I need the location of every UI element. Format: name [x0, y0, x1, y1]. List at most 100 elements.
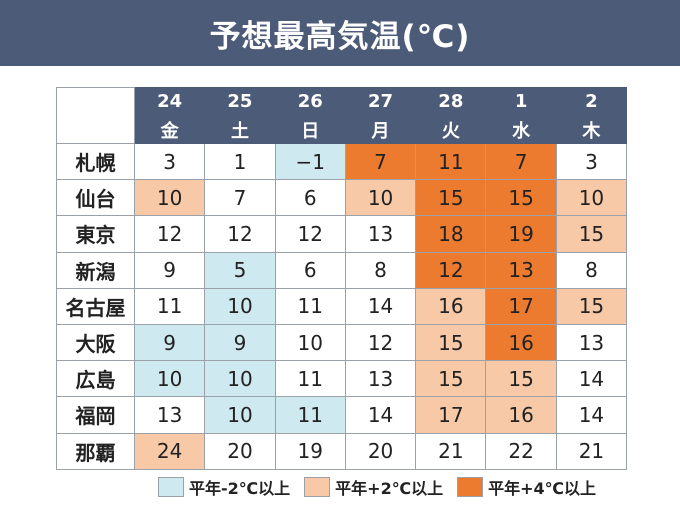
header-date-row: 24 25 26 27 28 1 2	[56, 87, 628, 144]
temperature-cell: 15	[485, 179, 557, 217]
temperature-cell: 24	[133, 432, 206, 470]
legend-swatch	[158, 477, 184, 497]
temperature-cell: 15	[555, 287, 628, 325]
temperature-cell: 15	[555, 215, 628, 253]
temperature-cell: 15	[415, 360, 487, 398]
header-weekday: 土	[204, 115, 276, 144]
temperature-cell: 1	[204, 142, 276, 181]
header-weekday-row: 金土日月火水木	[57, 115, 628, 144]
table-row: 大阪 9 9 10 12 15 16 13	[56, 323, 628, 362]
temperature-cell: 10	[204, 287, 276, 325]
temperature-cell: 16	[415, 287, 487, 325]
header-date: 27	[344, 87, 417, 116]
city-name: 仙台	[56, 179, 135, 217]
temperature-cell: 5	[204, 251, 276, 289]
temperature-cell: 8	[344, 251, 417, 289]
table-row: 新潟 9 5 6 8 12 13 8	[56, 251, 628, 289]
temperature-cell: 10	[555, 179, 628, 217]
temperature-cell: 7	[344, 142, 417, 181]
city-name: 東京	[56, 215, 135, 253]
temperature-cell: 13	[133, 396, 206, 434]
table-row: 那覇 24 20 19 20 21 22 21	[56, 432, 628, 470]
temperature-cell: 14	[344, 287, 417, 325]
legend-item: 平年+4℃以上	[457, 475, 596, 499]
header-date: 25	[204, 87, 276, 116]
temperature-cell: 21	[555, 432, 628, 470]
temperature-cell: 9	[133, 323, 206, 362]
city-name: 名古屋	[56, 287, 135, 325]
forecast-table: 24 25 26 27 28 1 2 金土日月火水木札幌 3 1 −1 7 11 7 3 仙台 10 7 6 10 15…	[56, 87, 628, 470]
temperature-cell: 13	[344, 360, 417, 398]
table-row: 仙台 10 7 6 10 15 15 10	[56, 179, 628, 217]
legend-label: 平年+2℃以上	[335, 479, 444, 498]
temperature-cell: −1	[274, 142, 346, 181]
temperature-cell: 17	[415, 396, 487, 434]
table-row: 名古屋 11 10 11 14 16 17 15	[56, 287, 628, 325]
page-title: 予想最高気温(℃)	[0, 0, 680, 66]
header-date: 2	[555, 87, 628, 116]
temperature-cell: 16	[485, 396, 557, 434]
temperature-cell: 11	[274, 287, 346, 325]
temperature-cell: 7	[485, 142, 557, 181]
legend-item: 平年+2℃以上	[304, 475, 443, 499]
table-row: 福岡 13 10 11 14 17 16 14	[56, 396, 628, 434]
legend-label: 平年-2℃以上	[189, 479, 291, 498]
temperature-cell: 7	[204, 179, 276, 217]
temperature-cell: 13	[344, 215, 417, 253]
city-name: 広島	[56, 360, 135, 398]
temperature-cell: 10	[133, 179, 206, 217]
header-weekday: 金	[133, 115, 206, 144]
temperature-cell: 10	[204, 396, 276, 434]
temperature-cell: 15	[485, 360, 557, 398]
header-weekday: 日	[274, 115, 346, 144]
header-weekday: 月	[344, 115, 417, 144]
temperature-cell: 11	[274, 360, 346, 398]
legend-swatch	[457, 477, 484, 497]
temperature-cell: 17	[485, 287, 557, 325]
header-date: 1	[485, 87, 557, 116]
temperature-cell: 6	[274, 251, 346, 289]
temperature-cell: 12	[344, 323, 417, 362]
table-row: 広島 10 10 11 13 15 15 14	[56, 360, 628, 398]
header-date: 28	[415, 87, 487, 116]
temperature-cell: 20	[344, 432, 417, 470]
city-name: 大阪	[56, 323, 135, 362]
temperature-cell: 16	[485, 323, 557, 362]
temperature-cell: 3	[555, 142, 628, 181]
table-corner	[56, 87, 135, 144]
temperature-cell: 11	[415, 142, 487, 181]
city-name: 那覇	[56, 432, 135, 470]
temperature-cell: 12	[415, 251, 487, 289]
temperature-cell: 19	[485, 215, 557, 253]
header-date: 26	[274, 87, 346, 116]
temperature-cell: 22	[485, 432, 557, 470]
temperature-cell: 10	[344, 179, 417, 217]
temperature-cell: 8	[555, 251, 628, 289]
temperature-cell: 15	[415, 179, 487, 217]
temperature-cell: 3	[133, 142, 206, 181]
legend: 平年-2℃以上 平年+2℃以上 平年+4℃以上	[158, 476, 610, 498]
city-name: 札幌	[56, 142, 135, 181]
temperature-cell: 12	[133, 215, 206, 253]
temperature-cell: 20	[204, 432, 276, 470]
temperature-cell: 6	[274, 179, 346, 217]
temperature-cell: 10	[274, 323, 346, 362]
legend-swatch	[304, 477, 331, 497]
temperature-cell: 12	[204, 215, 276, 253]
temperature-cell: 15	[415, 323, 487, 362]
temperature-cell: 19	[274, 432, 346, 470]
temperature-cell: 14	[555, 396, 628, 434]
temperature-cell: 11	[274, 396, 346, 434]
city-name: 福岡	[56, 396, 135, 434]
legend-label: 平年+4℃以上	[488, 479, 596, 498]
city-name: 新潟	[56, 251, 135, 289]
temperature-cell: 13	[485, 251, 557, 289]
temperature-cell: 14	[555, 360, 628, 398]
header-weekday: 火	[415, 115, 487, 144]
temperature-cell: 10	[133, 360, 206, 398]
header-date: 24	[133, 87, 206, 116]
temperature-cell: 10	[204, 360, 276, 398]
temperature-cell: 9	[133, 251, 206, 289]
header-weekday: 水	[485, 115, 557, 144]
header-weekday: 木	[555, 115, 628, 144]
